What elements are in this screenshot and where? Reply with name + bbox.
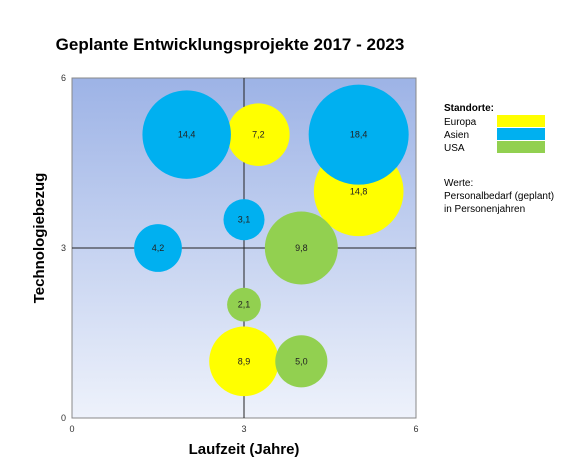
bubble-value-label: 18,4 — [350, 130, 368, 140]
bubble-value-label: 9,8 — [295, 243, 308, 253]
bubble-asien — [134, 224, 182, 272]
legend-label-usa: USA — [444, 143, 465, 154]
legend-label-europa: Europa — [444, 117, 477, 128]
bubble-europa — [209, 326, 279, 397]
legend-note-title: Werte: — [444, 178, 473, 189]
y-axis-title: Technologiebezug — [31, 173, 48, 304]
bubble-value-label: 2,1 — [238, 300, 251, 310]
bubbles: 7,2 14,8 8,9 14,4 18,4 3,1 4,2 9,8 2,1 5,0 — [134, 84, 409, 397]
legend-swatch-usa — [497, 141, 545, 153]
bubble-value-label: 3,1 — [238, 215, 251, 225]
bubble-value-label: 14,4 — [178, 130, 196, 140]
legend-swatch-europa — [497, 115, 545, 127]
legend-note-line-1: Personalbedarf (geplant) — [444, 191, 554, 202]
legend: Standorte: Europa Asien USA Werte: Perso… — [444, 103, 554, 215]
legend-swatch-asien — [497, 128, 545, 140]
y-tick-label: 0 — [61, 413, 66, 423]
bubble-usa — [275, 335, 328, 388]
bubble-usa — [227, 287, 261, 322]
x-tick-label: 3 — [241, 424, 246, 434]
bubble-asien — [142, 90, 231, 179]
bubble-asien — [223, 199, 265, 241]
bubble-value-label: 5,0 — [295, 356, 308, 366]
bubble-value-label: 14,8 — [350, 186, 368, 196]
axis-ticks: 0 3 6 0 3 6 — [61, 73, 419, 434]
bubble-value-label: 8,9 — [238, 356, 251, 366]
bubble-value-label: 7,2 — [252, 130, 265, 140]
legend-title: Standorte: — [444, 103, 494, 114]
bubble-value-label: 4,2 — [152, 243, 165, 253]
bubble-europa — [227, 103, 290, 166]
x-tick-label: 6 — [413, 424, 418, 434]
legend-label-asien: Asien — [444, 130, 469, 141]
x-tick-label: 0 — [69, 424, 74, 434]
bubble-asien — [308, 84, 409, 185]
bubble-usa — [264, 211, 338, 285]
x-axis-title: Laufzeit (Jahre) — [189, 441, 300, 458]
y-tick-label: 3 — [61, 243, 66, 253]
legend-note-line-2: in Personenjahren — [444, 204, 525, 215]
chart-title: Geplante Entwicklungsprojekte 2017 - 202… — [56, 35, 405, 54]
y-tick-label: 6 — [61, 73, 66, 83]
